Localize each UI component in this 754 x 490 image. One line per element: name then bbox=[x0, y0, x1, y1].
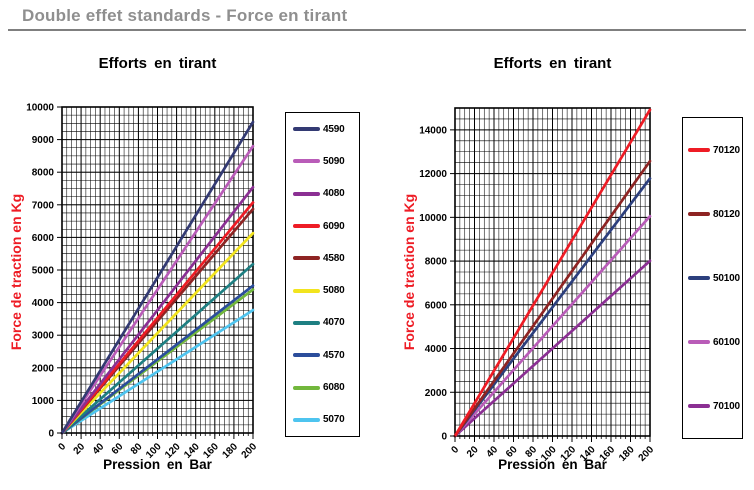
page-title: Double effet standards - Force en tirant bbox=[22, 6, 348, 25]
y-tick-label: 14000 bbox=[419, 125, 447, 136]
legend-item-5080: 5080 bbox=[293, 285, 359, 296]
series-line-70100 bbox=[453, 259, 652, 438]
y-tick-label: 2000 bbox=[425, 388, 448, 399]
legend-label-50100: 50100 bbox=[713, 272, 740, 284]
x-tick-label: 40 bbox=[91, 441, 107, 457]
legend-item-4570: 4570 bbox=[293, 350, 359, 361]
chart-title-left: Efforts en tirant bbox=[98, 55, 217, 72]
legend-label-4590: 4590 bbox=[323, 123, 345, 135]
x-tick-label: 60 bbox=[110, 441, 126, 457]
legend-item-5090: 5090 bbox=[293, 156, 359, 167]
y-axis-title-right: Force de traction en Kg bbox=[401, 193, 417, 351]
legend-item-70100: 70100 bbox=[688, 401, 742, 412]
legend-swatch-5090 bbox=[293, 159, 320, 164]
legend-label-5090: 5090 bbox=[323, 155, 345, 167]
legend-swatch-4590 bbox=[293, 127, 320, 132]
x-axis-title-right: Pression en Bar bbox=[498, 457, 607, 472]
y-tick-label: 1000 bbox=[32, 396, 55, 407]
series-line-4570 bbox=[60, 284, 255, 435]
legend-swatch-5070 bbox=[293, 417, 320, 422]
legend-right: 70120 80120 50100 60100 70100 bbox=[682, 117, 743, 439]
legend-left: 4590 5090 4080 6090 4580 5080 4070 4570 6080 5070 bbox=[285, 112, 360, 437]
y-tick-label: 8000 bbox=[425, 257, 448, 268]
legend-item-80120: 80120 bbox=[688, 209, 742, 220]
y-tick-label: 0 bbox=[441, 432, 447, 443]
legend-item-6080: 6080 bbox=[293, 382, 359, 393]
series-line-4070 bbox=[60, 262, 255, 435]
legend-swatch-80120 bbox=[688, 212, 710, 216]
legend-swatch-50100 bbox=[688, 276, 710, 280]
legend-swatch-70120 bbox=[688, 148, 710, 152]
series-line-60100 bbox=[453, 214, 652, 438]
legend-item-4070: 4070 bbox=[293, 317, 359, 328]
x-tick-label: 80 bbox=[129, 441, 145, 457]
legend-swatch-70100 bbox=[688, 404, 710, 408]
chart-title-right: Efforts en tirant bbox=[493, 55, 612, 72]
legend-label-4570: 4570 bbox=[323, 349, 345, 361]
x-axis-title-left: Pression en Bar bbox=[103, 457, 212, 472]
y-tick-label: 2000 bbox=[32, 363, 55, 374]
series-line-4590 bbox=[60, 120, 255, 435]
series-line-70120 bbox=[453, 108, 652, 438]
legend-item-4590: 4590 bbox=[293, 124, 359, 135]
legend-label-6090: 6090 bbox=[323, 220, 345, 232]
series-line-80120 bbox=[453, 159, 652, 438]
legend-item-6090: 6090 bbox=[293, 221, 359, 232]
legend-item-4580: 4580 bbox=[293, 253, 359, 264]
legend-label-80120: 80120 bbox=[713, 208, 740, 220]
legend-swatch-4080 bbox=[293, 191, 320, 196]
y-tick-label: 7000 bbox=[32, 200, 55, 211]
y-tick-label: 10000 bbox=[419, 213, 447, 224]
header-rule bbox=[8, 29, 746, 31]
legend-label-4070: 4070 bbox=[323, 317, 345, 329]
y-tick-label: 5000 bbox=[32, 266, 55, 277]
y-tick-label: 9000 bbox=[32, 135, 55, 146]
legend-item-60100: 60100 bbox=[688, 337, 742, 348]
y-axis-title-left: Force de traction en Kg bbox=[8, 193, 24, 351]
y-tick-label: 6000 bbox=[32, 233, 55, 244]
legend-label-6080: 6080 bbox=[323, 382, 345, 394]
legend-item-4080: 4080 bbox=[293, 188, 359, 199]
y-tick-label: 10000 bbox=[26, 103, 54, 114]
y-tick-label: 6000 bbox=[425, 300, 448, 311]
legend-swatch-4070 bbox=[293, 320, 320, 325]
legend-swatch-4570 bbox=[293, 353, 320, 358]
series-line-5070 bbox=[60, 308, 255, 435]
legend-label-5070: 5070 bbox=[323, 414, 345, 426]
legend-label-4080: 4080 bbox=[323, 188, 345, 200]
legend-swatch-4580 bbox=[293, 256, 320, 261]
series-line-4080 bbox=[60, 185, 255, 435]
x-tick-label: 0 bbox=[56, 441, 68, 453]
series-line-6090 bbox=[60, 201, 255, 435]
legend-swatch-6090 bbox=[293, 224, 320, 229]
legend-item-5070: 5070 bbox=[293, 414, 359, 425]
series-line-5090 bbox=[60, 144, 255, 435]
y-tick-label: 4000 bbox=[425, 344, 448, 355]
y-tick-label: 12000 bbox=[419, 169, 447, 180]
legend-swatch-5080 bbox=[293, 288, 320, 293]
legend-item-50100: 50100 bbox=[688, 273, 742, 284]
y-tick-label: 3000 bbox=[32, 331, 55, 342]
series-line-5080 bbox=[60, 231, 255, 435]
y-tick-label: 4000 bbox=[32, 298, 55, 309]
legend-label-70120: 70120 bbox=[713, 144, 740, 156]
y-tick-label: 8000 bbox=[32, 168, 55, 179]
legend-label-5080: 5080 bbox=[323, 285, 345, 297]
legend-label-4580: 4580 bbox=[323, 252, 345, 264]
legend-swatch-60100 bbox=[688, 340, 710, 344]
legend-label-70100: 70100 bbox=[713, 400, 740, 412]
plot-0: 0 1000 2000 3000 4000 5000 6000 7000 8000 9000 100… bbox=[26, 103, 259, 461]
series-line-50100 bbox=[453, 177, 652, 438]
legend-label-60100: 60100 bbox=[713, 336, 740, 348]
y-tick-label: 0 bbox=[48, 429, 54, 440]
x-tick-label: 0 bbox=[449, 444, 461, 456]
x-tick-label: 20 bbox=[72, 441, 88, 457]
legend-item-70120: 70120 bbox=[688, 145, 742, 156]
legend-swatch-6080 bbox=[293, 385, 320, 390]
